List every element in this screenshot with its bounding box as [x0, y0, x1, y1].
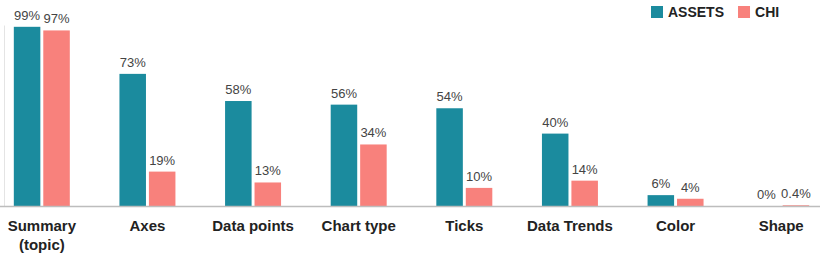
bar	[14, 27, 41, 206]
bar	[119, 74, 146, 206]
x-tick-label: Data Trends	[527, 217, 613, 234]
x-tick: Data Trends	[527, 206, 613, 234]
data-label: 99%	[14, 8, 40, 23]
legend-label: CHI	[755, 4, 779, 20]
x-tick-label: Color	[656, 217, 695, 234]
x-tick: Ticks	[445, 206, 483, 234]
data-label: 0.4%	[781, 186, 811, 201]
bar	[571, 181, 598, 206]
x-tick-label: Chart type	[322, 217, 396, 234]
bar	[360, 144, 387, 206]
legend: ASSETS CHI	[651, 4, 779, 20]
x-tick-label: Summary(topic)	[8, 217, 77, 254]
bar	[466, 188, 493, 206]
legend-item: CHI	[738, 4, 779, 20]
data-labels: 99% 73% 58% 56% 54% 40% 6% 0% 97% 19% 13% 34% 10% 14%…	[14, 8, 811, 202]
bars	[14, 27, 809, 206]
bar	[149, 172, 176, 206]
x-tick: Data points	[212, 206, 294, 234]
legend-label: ASSETS	[668, 4, 724, 20]
bar	[542, 134, 569, 206]
data-label: 54%	[437, 89, 463, 104]
x-tick-label: Shape	[759, 217, 804, 234]
data-label: 4%	[681, 180, 700, 195]
data-label: 56%	[331, 86, 357, 101]
bar	[331, 105, 358, 206]
x-tick-label: Data points	[212, 217, 294, 234]
bar	[255, 182, 282, 206]
data-label: 19%	[149, 153, 175, 168]
data-label: 40%	[542, 115, 568, 130]
data-label: 73%	[120, 55, 146, 70]
data-label: 58%	[225, 82, 251, 97]
legend-item: ASSETS	[651, 4, 724, 20]
x-tick: Summary(topic)	[8, 206, 77, 253]
legend-swatch	[651, 6, 663, 18]
data-label: 14%	[572, 162, 598, 177]
data-label: 0%	[757, 187, 776, 202]
x-tick-label: Ticks	[445, 217, 483, 234]
y-axis	[4, 26, 5, 207]
bar	[648, 195, 675, 206]
data-label: 10%	[466, 169, 492, 184]
data-label: 13%	[255, 163, 281, 178]
bar	[43, 30, 70, 206]
y-axis-line	[4, 26, 5, 207]
x-tick: Chart type	[322, 206, 396, 234]
x-tick-label: Axes	[130, 217, 166, 234]
data-label: 34%	[360, 125, 386, 140]
x-tick: Axes	[130, 206, 166, 234]
data-label: 97%	[44, 11, 70, 26]
bar	[677, 199, 704, 206]
data-label: 6%	[651, 176, 670, 191]
baseline	[0, 206, 820, 208]
bar	[225, 101, 252, 206]
x-axis: Summary(topic) Axes Data points Chart type T…	[0, 206, 820, 253]
x-tick: Shape	[759, 206, 804, 234]
legend-swatch	[738, 6, 750, 18]
bar	[436, 108, 463, 206]
x-tick: Color	[656, 206, 695, 234]
